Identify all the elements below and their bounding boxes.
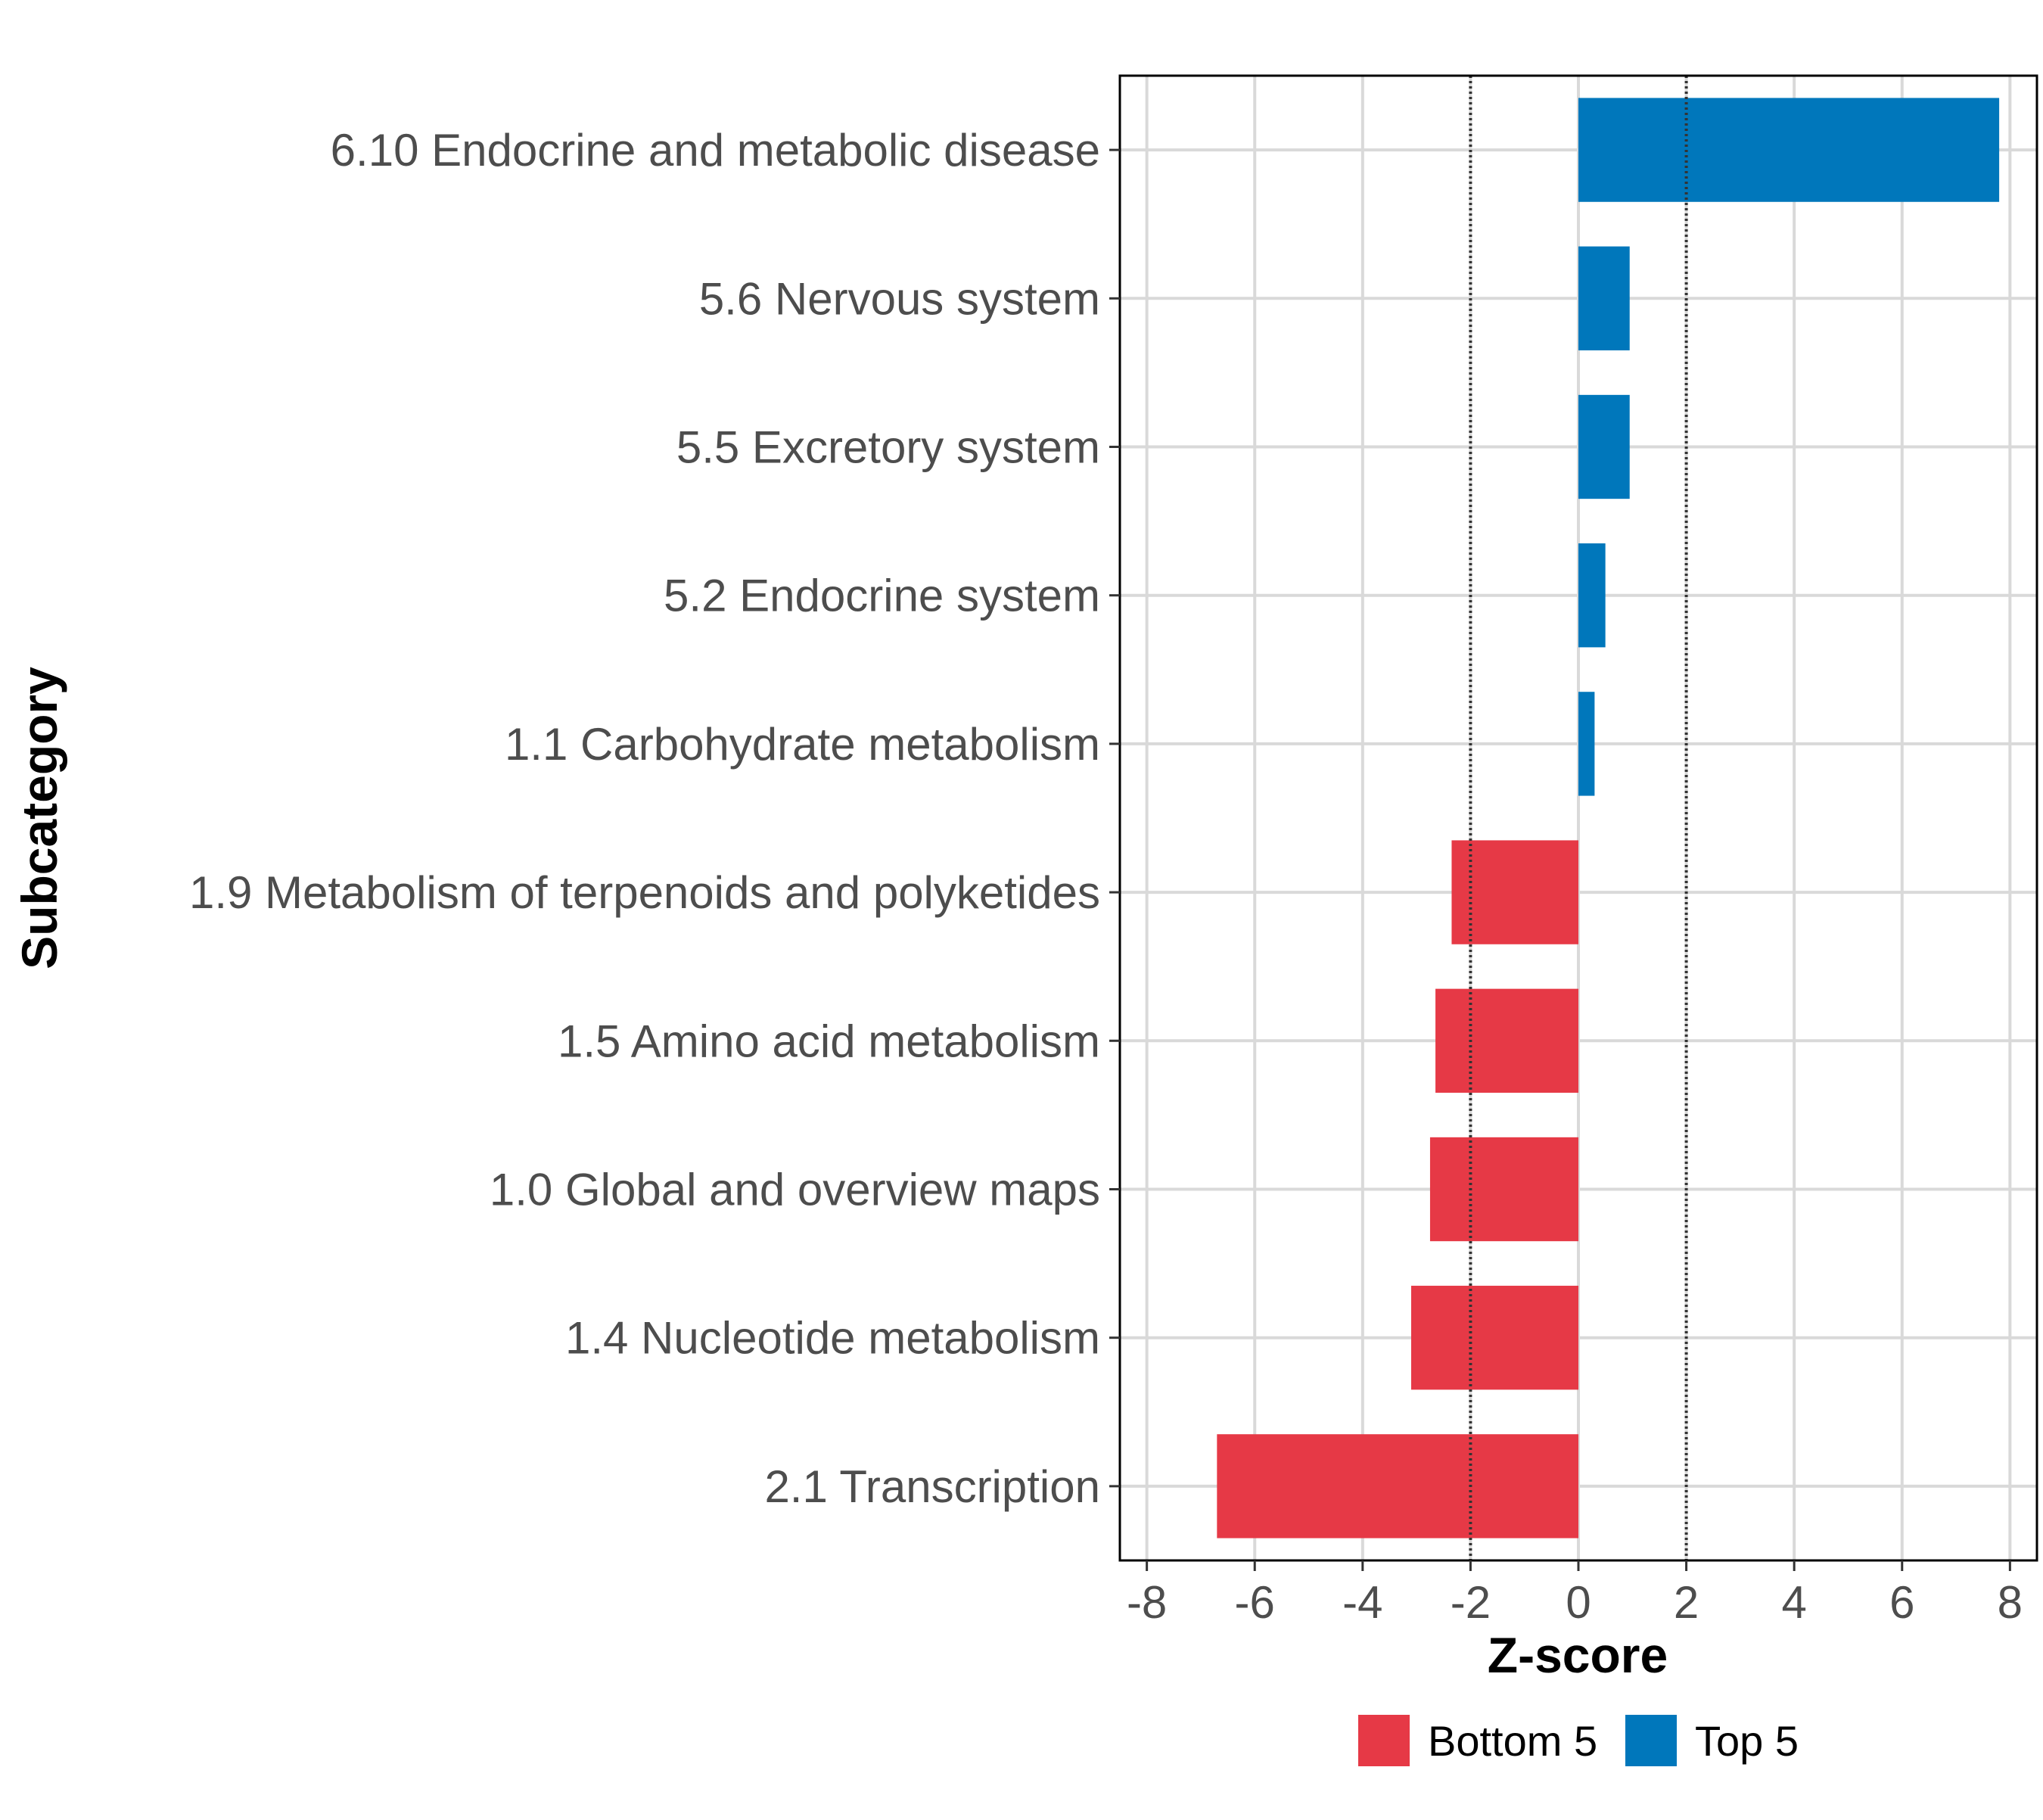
x-tick-label: 4 [1781,1577,1806,1628]
y-tick-label: 1.5 Amino acid metabolism [558,1016,1100,1066]
bar [1217,1434,1578,1538]
legend-swatch [1625,1715,1677,1766]
bar [1578,394,1630,499]
bar [1435,988,1578,1093]
bars-layer [1217,98,2000,1538]
x-tick-label: -8 [1127,1577,1167,1628]
y-tick-label: 2.1 Transcription [764,1461,1100,1512]
x-tick-label: 8 [1998,1577,2023,1628]
y-tick-label: 6.10 Endocrine and metabolic disease [331,125,1100,176]
bar [1578,692,1595,796]
y-tick-label: 1.0 Global and overview maps [490,1165,1100,1215]
bar [1578,98,2000,202]
legend: Bottom 5 Top 5 [1358,1715,1799,1766]
legend-swatch [1358,1715,1410,1766]
y-tick-label: 1.4 Nucleotide metabolism [565,1313,1100,1364]
y-tick-label: 5.2 Endocrine system [664,571,1100,621]
bar [1451,840,1578,944]
x-axis-title: Z-score [1488,1627,1668,1683]
x-tick-label: 6 [1889,1577,1914,1628]
y-tick-label: 1.1 Carbohydrate metabolism [505,719,1100,770]
y-tick-label: 1.9 Metabolism of terpenoids and polyket… [189,867,1100,918]
x-tick-label: 2 [1674,1577,1699,1628]
x-tick-label: 0 [1566,1577,1591,1628]
bar [1578,246,1630,350]
legend-label: Bottom 5 [1428,1717,1597,1765]
reference-lines-layer [1469,76,1688,1560]
x-tick-label: -2 [1451,1577,1491,1628]
bar [1429,1137,1578,1242]
ticks-layer: 6.10 Endocrine and metabolic disease 5.6 … [189,125,2023,1628]
y-tick-label: 5.6 Nervous system [699,273,1100,324]
x-tick-label: -6 [1235,1577,1275,1628]
legend-label: Top 5 [1695,1717,1799,1765]
bar [1578,543,1606,648]
x-tick-label: -4 [1342,1577,1382,1628]
y-tick-label: 5.5 Excretory system [676,422,1100,473]
bar [1410,1286,1578,1390]
y-axis-title: Subcategory [11,667,67,969]
